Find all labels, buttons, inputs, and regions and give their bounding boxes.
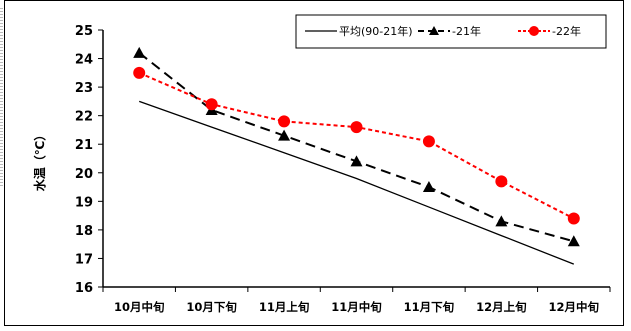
side-strip <box>0 8 3 188</box>
legend-label: -21年 <box>452 24 481 38</box>
data-point <box>495 215 508 227</box>
legend-label: 平均(90-21年) <box>339 24 413 38</box>
data-point <box>567 212 580 225</box>
series-line <box>138 100 575 265</box>
legend-item-2: -21年 <box>418 24 481 38</box>
legend-marker <box>529 26 539 36</box>
series-3 <box>133 66 580 225</box>
y-tick-label: 23 <box>75 81 93 96</box>
x-tick-label: 10月中旬 <box>114 300 165 314</box>
axes <box>102 30 610 288</box>
y-axis-ticks: 16 17 18 19 20 21 22 23 24 25 <box>75 24 103 296</box>
data-point <box>422 135 435 148</box>
series-group <box>133 46 580 265</box>
data-point <box>567 235 580 247</box>
series-line <box>138 71 575 220</box>
legend-item-1: 平均(90-21年) <box>305 24 413 38</box>
y-tick-label: 20 <box>75 167 93 182</box>
x-axis-ticks: 10月中旬 10月下旬 11月上旬 11月中旬 11月下旬 12月上旬 12月中旬 <box>102 287 611 314</box>
legend-label: -22年 <box>552 24 581 38</box>
data-point <box>350 121 363 134</box>
x-tick-label: 10月下旬 <box>186 300 237 314</box>
data-point <box>205 98 218 111</box>
data-point <box>495 175 508 188</box>
data-point <box>278 115 291 128</box>
y-tick-label: 18 <box>75 224 93 239</box>
data-point <box>133 66 146 79</box>
y-tick-label: 24 <box>75 53 93 68</box>
series-1 <box>138 100 575 265</box>
legend-marker <box>429 26 439 35</box>
y-axis-label: 水温（℃） <box>32 129 47 192</box>
x-tick-label: 11月下旬 <box>404 300 455 314</box>
y-tick-label: 17 <box>75 252 93 267</box>
y-tick-label: 16 <box>75 281 93 296</box>
y-tick-label: 19 <box>75 195 93 210</box>
data-point <box>350 155 363 167</box>
x-tick-label: 12月上旬 <box>476 300 527 314</box>
legend-box <box>295 14 607 49</box>
data-point <box>278 129 291 141</box>
data-point <box>422 181 435 193</box>
y-tick-label: 22 <box>75 110 93 125</box>
legend: 平均(90-21年) -21年 -22年 <box>295 14 607 49</box>
y-tick-label: 25 <box>75 24 93 39</box>
data-point <box>133 46 146 58</box>
x-tick-label: 12月中旬 <box>549 300 600 314</box>
y-tick-label: 21 <box>75 138 93 153</box>
x-tick-label: 11月中旬 <box>331 300 382 314</box>
series-line <box>138 52 575 243</box>
legend-item-3: -22年 <box>518 24 581 38</box>
x-tick-label: 11月上旬 <box>259 300 310 314</box>
series-2 <box>133 46 580 247</box>
